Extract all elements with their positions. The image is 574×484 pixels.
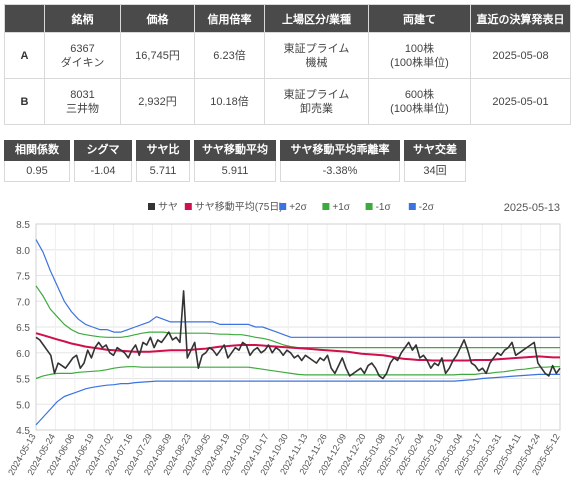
- stat-value: 5.711: [136, 161, 190, 182]
- plot-frame: [35, 223, 561, 431]
- legend-label: -1σ: [376, 202, 392, 213]
- hedge-cell: 100株 (100株単位): [368, 32, 471, 79]
- row-key: B: [4, 78, 45, 125]
- table-row: B 8031 三井物 2,932円 10.18倍 東証プライム 卸売業 600株…: [4, 78, 571, 125]
- stock-cell: 8031 三井物: [44, 78, 121, 125]
- hedge-unit: (100株単位): [390, 56, 449, 69]
- sector-name: 機械: [305, 56, 328, 69]
- stat-label: 相関係数: [4, 140, 70, 161]
- price-cell: 2,932円: [120, 78, 195, 125]
- stat-crossings: サヤ交差 34回: [404, 140, 466, 182]
- header-price: 価格: [120, 4, 195, 33]
- header-key: [4, 4, 45, 33]
- header-earnings-date: 直近の決算発表日: [470, 4, 571, 33]
- market-name: 東証プライム: [283, 88, 350, 101]
- stat-ma-deviation: サヤ移動平均乖離率 -3.38%: [280, 140, 400, 182]
- stat-value: 5.911: [194, 161, 276, 182]
- stat-label: サヤ比: [136, 140, 190, 161]
- hedge-cell: 600株 (100株単位): [368, 78, 471, 125]
- series-line-4: [35, 366, 560, 380]
- legend-swatch: [184, 203, 192, 210]
- margin-ratio-cell: 10.18倍: [194, 78, 265, 125]
- y-tick-label: 5.0: [16, 400, 30, 411]
- hedge-shares: 100株: [404, 42, 435, 55]
- pair-table: 銘柄 価格 信用倍率 上場区分/業種 両建て 直近の決算発表日 A 6367 ダ…: [4, 4, 571, 125]
- stat-label: サヤ交差: [404, 140, 466, 161]
- legend-swatch: [322, 203, 330, 210]
- stat-value: 0.95: [4, 161, 70, 182]
- sector-name: 卸売業: [300, 102, 333, 115]
- table-row: A 6367 ダイキン 16,745円 6.23倍 東証プライム 機械 100株…: [4, 32, 571, 79]
- series-line-5: [35, 373, 560, 426]
- y-tick-label: 6.5: [16, 323, 30, 334]
- series-line-2: [35, 239, 560, 338]
- hedge-shares: 600株: [404, 88, 435, 101]
- chart-date-label: 2025-05-13: [504, 202, 560, 214]
- y-tick-label: 7.5: [16, 272, 30, 283]
- header-margin-ratio: 信用倍率: [194, 4, 265, 33]
- stock-code: 6367: [70, 42, 95, 55]
- legend-label: -2σ: [419, 202, 435, 213]
- pair-table-header: 銘柄 価格 信用倍率 上場区分/業種 両建て 直近の決算発表日: [4, 4, 571, 33]
- header-hedge: 両建て: [368, 4, 471, 33]
- earnings-date-cell: 2025-05-01: [470, 78, 571, 125]
- y-tick-label: 4.5: [16, 426, 30, 437]
- stat-label: サヤ移動平均乖離率: [280, 140, 400, 161]
- margin-ratio-cell: 6.23倍: [194, 32, 265, 79]
- stock-cell: 6367 ダイキン: [44, 32, 121, 79]
- header-stock: 銘柄: [44, 4, 121, 33]
- market-cell: 東証プライム 卸売業: [264, 78, 369, 125]
- spread-chart: 4.5 5.0 5.5 6.0 6.5 7.0 7.5 8.0 8.5 2024-05-13 202…: [0, 198, 574, 484]
- stock-name: ダイキン: [60, 56, 105, 69]
- series-line-0: [35, 290, 561, 380]
- legend-label: +1σ: [332, 202, 350, 213]
- y-tick-label: 8.5: [16, 220, 30, 231]
- earnings-date-cell: 2025-05-08: [470, 32, 571, 79]
- header-market-sector: 上場区分/業種: [264, 4, 369, 33]
- stat-sigma: シグマ -1.04: [74, 140, 132, 182]
- legend-swatch: [148, 203, 155, 210]
- stat-correlation: 相関係数 0.95: [4, 140, 70, 182]
- legend-swatch: [408, 203, 416, 210]
- legend-label: サヤ: [158, 201, 178, 213]
- market-cell: 東証プライム 機械: [264, 32, 369, 79]
- stats-bar: 相関係数 0.95 シグマ -1.04 サヤ比 5.711 サヤ移動平均 5.9…: [4, 140, 466, 182]
- series-line-1: [35, 332, 560, 362]
- legend-swatch: [279, 203, 287, 210]
- series-line-3: [35, 285, 560, 349]
- stat-label: サヤ移動平均: [194, 140, 276, 161]
- price-cell: 16,745円: [120, 32, 195, 79]
- hedge-unit: (100株単位): [390, 102, 449, 115]
- stat-label: シグマ: [74, 140, 132, 161]
- chart-svg: 4.55.05.56.06.57.07.58.08.52024-05-13202…: [6, 200, 562, 477]
- y-tick-label: 7.0: [16, 297, 30, 308]
- stat-value: -1.04: [74, 161, 132, 182]
- y-tick-label: 5.5: [16, 375, 30, 386]
- y-tick-label: 8.0: [16, 246, 30, 257]
- stat-value: -3.38%: [280, 161, 400, 182]
- market-name: 東証プライム: [283, 42, 350, 55]
- row-key: A: [4, 32, 45, 79]
- legend-swatch: [365, 203, 373, 210]
- y-tick-label: 6.0: [16, 349, 30, 360]
- stock-name: 三井物: [66, 102, 99, 115]
- stat-spread-ratio: サヤ比 5.711: [136, 140, 190, 182]
- stock-code: 8031: [70, 88, 95, 101]
- stat-value: 34回: [404, 161, 466, 182]
- legend-label: サヤ移動平均(75日): [195, 200, 283, 213]
- stat-spread-ma: サヤ移動平均 5.911: [194, 140, 276, 182]
- legend-label: +2σ: [289, 202, 307, 213]
